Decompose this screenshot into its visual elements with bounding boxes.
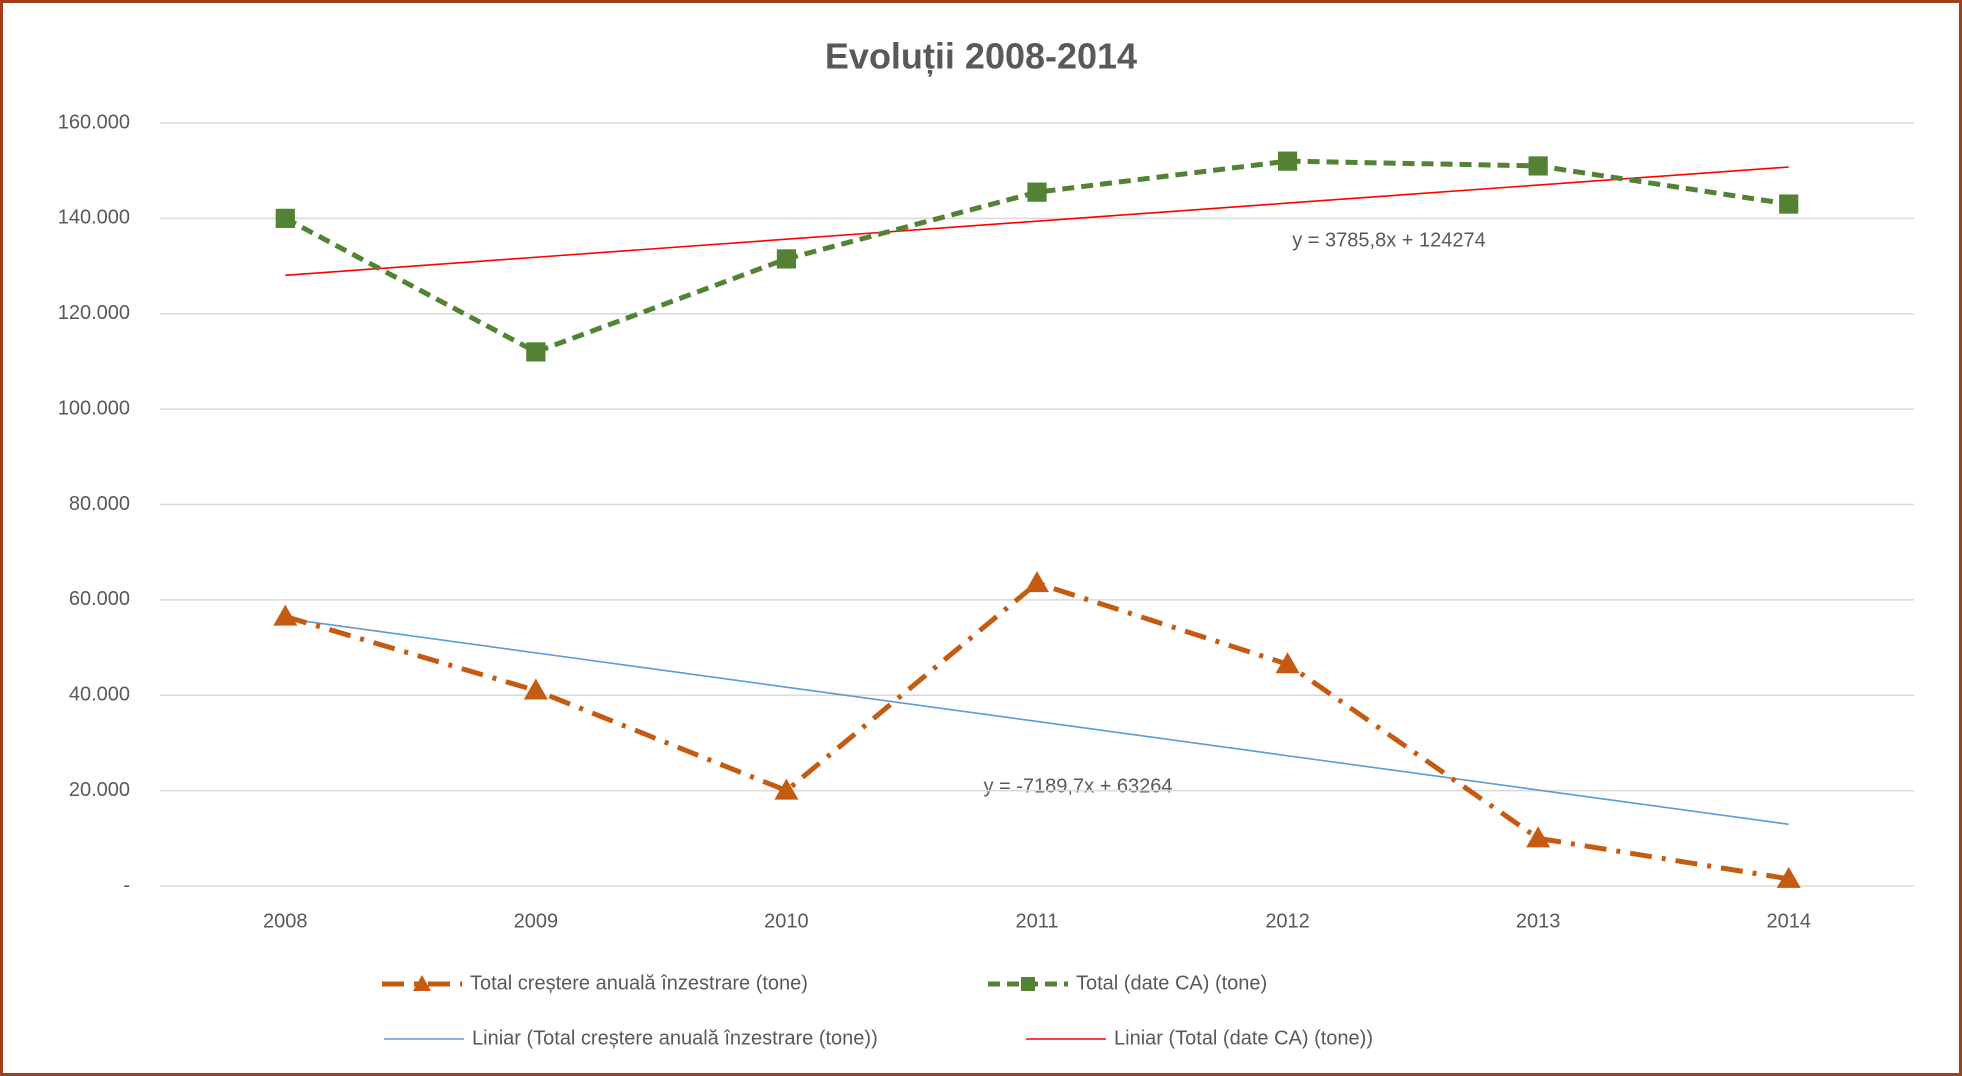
legend-label: Liniar (Total creștere anuală înzestrare… [472,1027,878,1049]
marker [273,604,298,626]
y-tick-label: 160.000 [58,111,130,133]
y-tick-label: 20.000 [69,779,130,801]
series-line [285,166,1789,277]
marker [1025,571,1049,593]
marker [776,249,797,269]
x-tick-label: 2011 [1015,910,1058,932]
trend-equation: y = -7189,7x + 63264 [983,775,1172,797]
x-tick-label: 2012 [1265,910,1310,932]
marker [526,342,546,362]
y-tick-label: 120.000 [58,302,130,324]
marker [1526,826,1551,848]
x-tick-label: 2009 [514,910,559,932]
marker [1277,151,1298,171]
series-line [285,617,1789,826]
legend-marker [413,975,431,991]
marker [1275,652,1300,674]
x-tick-label: 2014 [1766,910,1811,932]
marker [1528,156,1548,176]
trend-equation: y = 3785,8x + 124274 [1292,229,1486,251]
marker [1776,866,1801,888]
y-tick-label: 80.000 [69,493,130,515]
y-tick-label: 100.000 [58,397,130,419]
y-tick-label: 40.000 [69,684,130,706]
legend-label: Total (date CA) (tone) [1076,972,1267,994]
marker [1027,182,1047,202]
legend-label: Total creștere anuală înzestrare (tone) [470,972,808,994]
x-tick-label: 2010 [764,910,809,932]
chart-title: Evoluții 2008-2014 [825,36,1137,78]
marker [1779,194,1799,214]
marker [275,208,295,228]
x-tick-label: 2008 [263,910,308,932]
marker [774,778,799,800]
y-tick-label: - [123,874,130,896]
legend-marker [1021,977,1035,991]
y-tick-label: 60.000 [69,588,130,610]
legend-label: Liniar (Total (date CA) (tone)) [1114,1027,1373,1049]
marker [523,678,548,700]
y-tick-label: 140.000 [58,207,130,229]
x-tick-label: 2013 [1516,910,1561,932]
